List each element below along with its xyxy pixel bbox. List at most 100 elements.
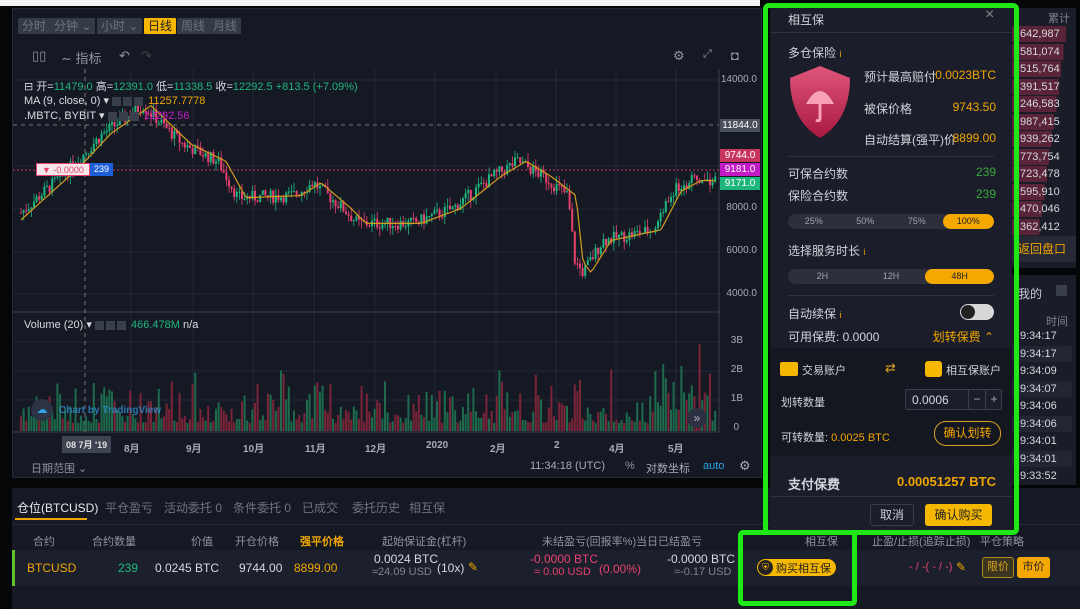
volume-bar xyxy=(95,418,98,431)
candle xyxy=(108,124,111,131)
candle xyxy=(631,232,633,237)
tab-closed-pnl[interactable]: 平仓盈亏 xyxy=(105,501,154,515)
orderbook-row[interactable]: 391,517 xyxy=(1012,78,1072,95)
redo-icon[interactable]: ↷ xyxy=(141,48,152,63)
orderbook-row[interactable]: 773,754 xyxy=(1012,148,1072,165)
buy-insurance-button[interactable]: ⛨ 购买相互保 xyxy=(757,559,836,576)
timeframe-week[interactable]: 周线 xyxy=(177,18,210,34)
orderbook-row[interactable]: 987,415 xyxy=(1012,113,1072,130)
my-trades-tab[interactable]: 我的 xyxy=(1018,287,1043,301)
tab-filled[interactable]: 已成交 xyxy=(302,501,339,515)
row-symbol[interactable]: BTCUSD xyxy=(27,561,77,575)
orderbook-row[interactable]: 515,764 xyxy=(1012,61,1072,77)
candle xyxy=(625,239,628,242)
volume-bar xyxy=(225,414,228,431)
mbtc-label[interactable]: .MBTC, BYBIT ▾ xyxy=(24,110,105,122)
log-scale-toggle[interactable]: 对数坐标 xyxy=(646,463,690,475)
volume-bar xyxy=(267,393,269,431)
buy-insurance-label: 购买相互保 xyxy=(776,562,831,575)
row-entry-price: 9744.00 xyxy=(239,561,283,575)
tab-active-orders[interactable]: 活动委托 0 xyxy=(164,501,223,515)
candle xyxy=(207,152,210,163)
ratio-selector[interactable]: 25% 50% 75% 100% xyxy=(788,214,994,229)
timeframe-minute[interactable]: 分钟 ⌄ xyxy=(50,18,96,34)
volume-bar xyxy=(672,381,675,431)
candle xyxy=(410,218,412,221)
settings-icon[interactable]: ⚙ xyxy=(673,48,685,63)
orderbook-row[interactable]: 581,074 xyxy=(1012,43,1072,60)
expand-icon[interactable] xyxy=(1056,285,1067,296)
swap-icon[interactable]: ⇄ xyxy=(885,360,896,375)
ratio-50[interactable]: 50% xyxy=(856,216,875,226)
volume-bar xyxy=(659,405,662,431)
transfer-premium-toggle[interactable]: 划转保费 ⌃ xyxy=(932,330,994,344)
fullscreen-icon[interactable]: ⤢ xyxy=(703,48,712,60)
tab-order-history[interactable]: 委托历史 xyxy=(352,501,401,515)
close-icon[interactable]: × xyxy=(985,6,995,23)
indicators-label: 指标 xyxy=(75,51,102,66)
tab-conditional-orders[interactable]: 条件委托 0 xyxy=(233,501,292,515)
candle xyxy=(147,113,150,115)
volume-bar xyxy=(163,416,165,431)
scroll-to-latest-button[interactable]: » xyxy=(687,408,707,428)
amount-stepper[interactable]: 0.0006 − + xyxy=(905,389,1002,410)
auto-renew-toggle[interactable] xyxy=(960,304,994,320)
orderbook-row[interactable]: 595,910 xyxy=(1012,183,1072,200)
market-close-button[interactable]: 市价 xyxy=(1017,557,1050,578)
collapse-icon[interactable]: ⊟ xyxy=(24,81,34,93)
volume-bar xyxy=(306,399,308,431)
confirm-purchase-button[interactable]: 确认购买 xyxy=(925,504,992,526)
tab-positions[interactable]: 仓位(BTCUSD) xyxy=(17,501,99,515)
table-row[interactable]: BTCUSD 239 0.0245 BTC 9744.00 8899.00 0.… xyxy=(12,550,1080,586)
edit-tpsl-icon[interactable]: ✎ xyxy=(956,560,967,574)
candle xyxy=(493,169,496,177)
orderbook-row[interactable]: 246,583 xyxy=(1012,96,1072,112)
undo-icon[interactable]: ↶ xyxy=(119,48,130,63)
ma-label[interactable]: MA (9, close, 0) ▾ xyxy=(24,95,109,107)
duration-2h[interactable]: 2H xyxy=(816,271,829,281)
decrement-button[interactable]: − xyxy=(968,390,985,409)
volume-bar xyxy=(430,394,433,431)
confirm-transfer-button[interactable]: 确认划转 xyxy=(934,421,1001,446)
cancel-button[interactable]: 取消 xyxy=(870,504,914,526)
tab-mutual-insurance[interactable]: 相互保 xyxy=(409,501,446,515)
timeframe-month[interactable]: 月线 xyxy=(209,18,242,34)
amount-input[interactable]: 0.0006 xyxy=(912,393,949,407)
ratio-75[interactable]: 75% xyxy=(907,216,926,226)
chart-settings-icon[interactable]: ⚙ xyxy=(739,458,751,473)
indicators-button[interactable]: ∼ 指标 xyxy=(61,48,102,67)
candle xyxy=(490,174,493,177)
candle xyxy=(339,201,342,209)
volume-bar xyxy=(352,406,355,431)
duration-12h[interactable]: 12H xyxy=(882,271,900,281)
date-range-dropdown[interactable]: 日期范围 ⌄ xyxy=(31,463,88,475)
limit-close-button[interactable]: 限价 xyxy=(982,557,1014,578)
tradingview-watermark[interactable]: ☁ Chart by TradingView xyxy=(31,399,161,421)
orderbook-row[interactable]: 642,987 xyxy=(1012,26,1072,42)
candle-type-icon[interactable]: ▯▯ xyxy=(32,48,47,63)
volume-label[interactable]: Volume (20) ▾ xyxy=(24,319,92,331)
duration-selector[interactable]: 2H 12H 48H xyxy=(788,269,994,284)
back-to-orderbook-button[interactable]: 返回盘口 xyxy=(1012,236,1076,262)
timeframe-tick[interactable]: 分时 xyxy=(18,18,51,34)
price-chart[interactable] xyxy=(13,9,763,479)
duration-48h[interactable]: 48H xyxy=(925,269,994,284)
date-tick: 11月 xyxy=(305,444,326,455)
timeframe-day[interactable]: 日线 xyxy=(144,18,177,34)
camera-icon[interactable]: ◘ xyxy=(731,48,739,63)
orderbook-row[interactable]: 939,262 xyxy=(1012,131,1072,147)
position-line-label[interactable]: ▼ -0.0000 239 xyxy=(36,163,113,176)
volume-bar xyxy=(118,412,121,431)
orderbook-row[interactable]: 362,412 xyxy=(1012,218,1072,235)
increment-button[interactable]: + xyxy=(985,390,1002,409)
ratio-25[interactable]: 25% xyxy=(804,216,823,226)
timeframe-hour[interactable]: 小时 ⌄ xyxy=(97,18,143,34)
orderbook-row[interactable]: 470,046 xyxy=(1012,201,1072,217)
orderbook-row[interactable]: 723,478 xyxy=(1012,166,1072,182)
candle xyxy=(215,161,217,164)
volume-bar xyxy=(527,421,529,431)
percent-scale-toggle[interactable]: % xyxy=(625,460,635,472)
edit-leverage-icon[interactable]: ✎ xyxy=(468,560,479,574)
ratio-100[interactable]: 100% xyxy=(942,214,994,229)
auto-scale-toggle[interactable]: auto xyxy=(703,460,725,472)
